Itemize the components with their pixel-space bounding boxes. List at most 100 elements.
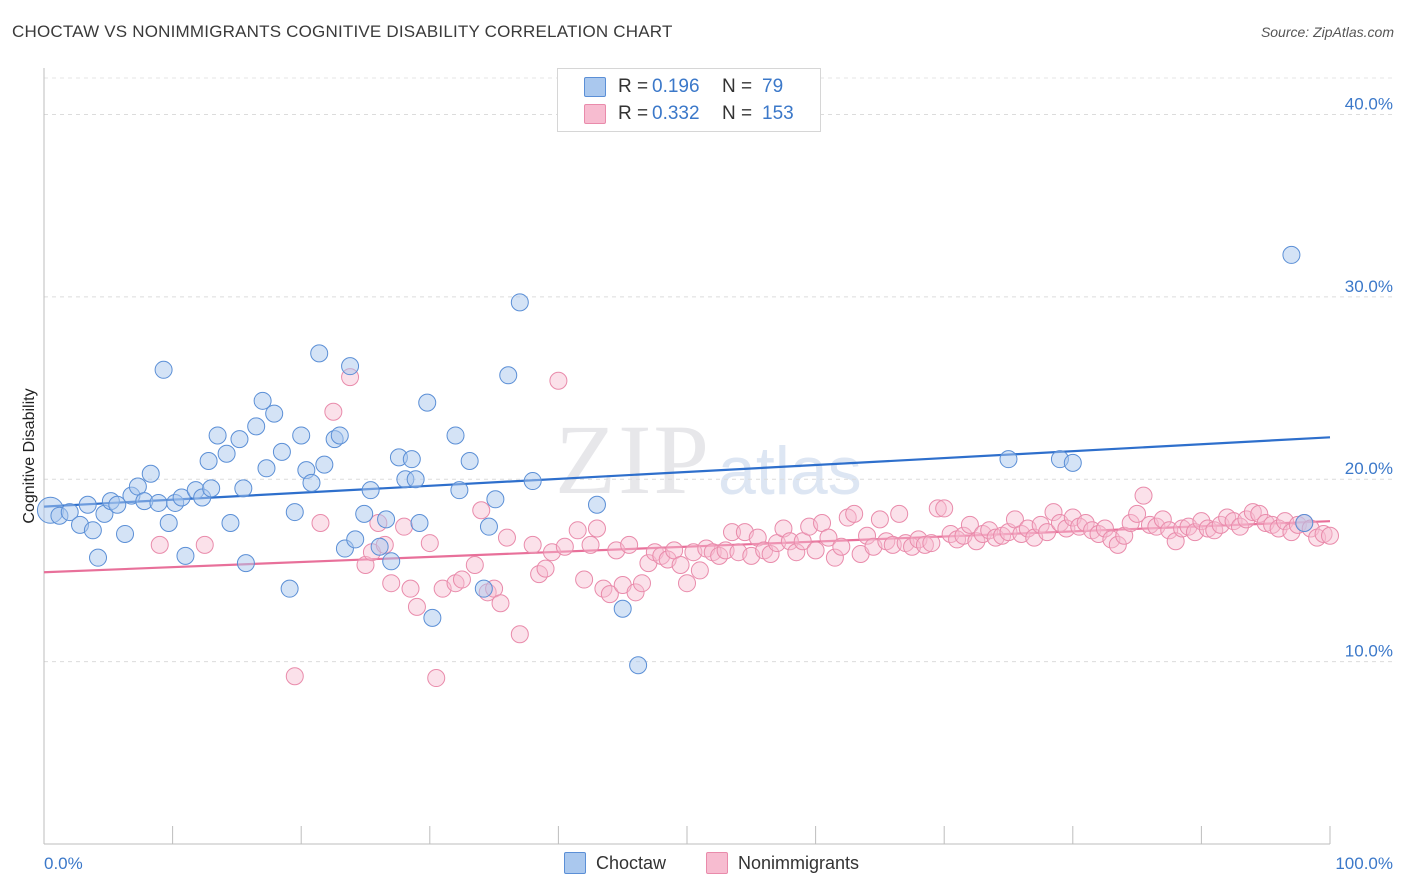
axes — [43, 68, 1331, 845]
choctaw-point — [230, 430, 249, 449]
legend-n-label: N = — [722, 103, 753, 124]
chart-title: CHOCTAW VS NONIMMIGRANTS COGNITIVE DISAB… — [12, 22, 673, 41]
bottom-legend-label-choctaw: Choctaw — [596, 852, 667, 873]
bottom-legend-label-nonimmigrants: Nonimmigrants — [738, 852, 860, 873]
nonimmigrants-point — [780, 532, 799, 551]
choctaw-point — [355, 504, 374, 523]
nonimmigrants-point — [472, 501, 491, 520]
nonimmigrants-point — [1031, 515, 1050, 534]
choctaw-point — [418, 393, 437, 412]
nonimmigrants-point — [465, 555, 484, 574]
legend-r-value: 0.332 — [652, 103, 700, 124]
x-tick-label: 0.0% — [44, 854, 83, 873]
nonimmigrants-point — [632, 574, 651, 593]
bottom-legend-swatch-choctaw — [564, 852, 586, 874]
choctaw-point — [377, 510, 396, 529]
nonimmigrants-point — [587, 519, 606, 538]
gridlines — [44, 77, 1392, 663]
choctaw-point — [83, 521, 102, 540]
legend-n-value: 153 — [762, 103, 794, 124]
nonimmigrants-point — [787, 543, 806, 562]
nonimmigrants-point — [1108, 535, 1127, 554]
nonimmigrants-point — [678, 574, 696, 593]
choctaw-point — [108, 495, 127, 514]
nonimmigrants-point — [523, 535, 542, 554]
trend-line-choctaw — [43, 436, 1331, 508]
choctaw-point — [499, 366, 518, 385]
nonimmigrants-point — [311, 514, 330, 533]
nonimmigrants-point — [1044, 503, 1063, 522]
choctaw-point — [154, 360, 173, 379]
choctaw-point — [1063, 453, 1082, 472]
choctaw-point — [486, 490, 505, 509]
choctaw-point — [523, 472, 542, 491]
nonimmigrants-point — [407, 597, 426, 616]
choctaw-point — [60, 503, 79, 522]
nonimmigrants-point — [549, 371, 568, 390]
nonimmigrants-point — [960, 515, 979, 534]
nonimmigrants-point — [575, 570, 594, 589]
choctaw-point — [479, 517, 498, 536]
choctaw-point — [217, 444, 236, 463]
nonimmigrants-point — [671, 555, 690, 574]
nonimmigrants-point — [1153, 510, 1172, 529]
nonimmigrants-point — [555, 537, 574, 556]
nonimmigrants-point — [1038, 523, 1057, 542]
legend-row-choctaw: R = 0.196 N = 79 — [584, 75, 783, 99]
choctaw-point — [116, 524, 135, 543]
legend-row-nonimmigrants: R = 0.332 N = 153 — [584, 102, 794, 126]
nonimmigrants-points — [150, 368, 1339, 688]
choctaw-point — [629, 656, 648, 675]
choctaw-point — [292, 426, 311, 445]
nonimmigrants-point — [626, 583, 645, 602]
choctaw-point — [341, 357, 360, 376]
choctaw-point — [149, 493, 168, 512]
legend-r-value: 0.196 — [652, 76, 700, 97]
choctaw-point — [221, 514, 240, 533]
nonimmigrants-point — [819, 528, 838, 547]
nonimmigrants-point — [1282, 523, 1301, 542]
nonimmigrants-point — [491, 594, 510, 613]
nonimmigrants-point — [935, 499, 954, 518]
choctaw-point — [236, 554, 255, 573]
choctaw-point — [370, 537, 389, 556]
nonimmigrants-point — [1128, 504, 1147, 523]
nonimmigrants-point — [870, 510, 889, 529]
watermark-atlas: atlas — [718, 433, 862, 509]
nonimmigrants-point — [1243, 503, 1262, 522]
nonimmigrants-point — [510, 625, 529, 644]
watermark-zip: ZIP — [555, 404, 711, 515]
nonimmigrants-point — [915, 535, 934, 554]
choctaw-point — [999, 450, 1018, 469]
choctaw-points — [36, 245, 1314, 675]
nonimmigrants-point — [1134, 486, 1153, 505]
legend-r-label: R = — [618, 76, 649, 97]
choctaw-point — [446, 426, 465, 445]
nonimmigrants-point — [536, 559, 555, 578]
choctaw-point — [272, 442, 291, 461]
nonimmigrants-point — [806, 541, 825, 560]
nonimmigrants-point — [1230, 517, 1249, 536]
x-tick-labels: 0.0% 100.0% — [44, 854, 1393, 873]
choctaw-point — [1282, 245, 1301, 264]
choctaw-point — [159, 514, 178, 533]
choctaw-point — [406, 470, 425, 489]
choctaw-point — [402, 450, 421, 469]
bottom-legend-swatch-nonimmigrants — [706, 852, 728, 874]
nonimmigrants-point — [1076, 514, 1095, 533]
choctaw-point — [510, 293, 529, 312]
bottom-legend-nonimmigrants: Nonimmigrants — [706, 852, 859, 874]
bottom-legend: Choctaw Nonimmigrants — [0, 852, 1406, 878]
choctaw-point — [460, 452, 479, 470]
legend-n-label: N = — [722, 76, 753, 97]
nonimmigrants-point — [761, 545, 780, 564]
nonimmigrants-point — [1095, 519, 1114, 538]
nonimmigrants-point — [928, 499, 947, 518]
nonimmigrants-point — [620, 535, 639, 554]
nonimmigrants-point — [1314, 524, 1333, 543]
choctaw-point — [450, 481, 469, 500]
choctaw-point — [202, 479, 221, 498]
nonimmigrants-point — [395, 517, 414, 536]
nonimmigrants-point — [1250, 504, 1269, 523]
y-tick-label: 30.0% — [1345, 277, 1393, 296]
